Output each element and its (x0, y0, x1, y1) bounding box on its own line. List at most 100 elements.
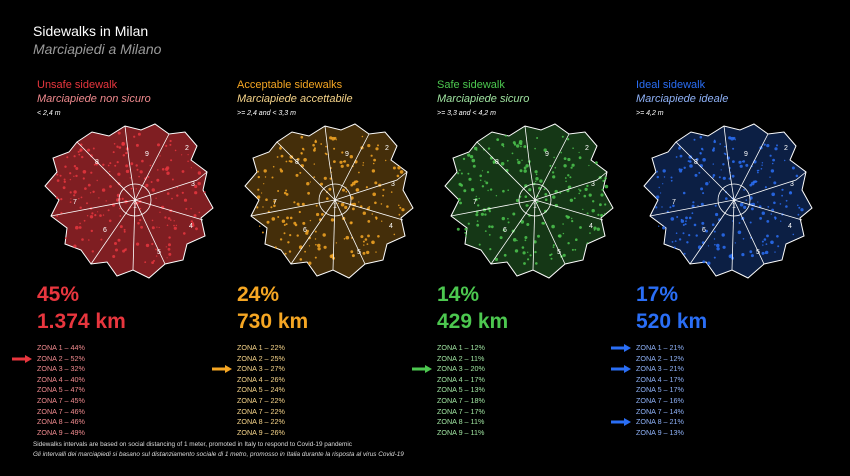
zone-boundary (290, 199, 336, 265)
zone-number-label: 2 (784, 145, 788, 152)
footer-note-it: Gli intervalli dei marciapiedi si basano… (33, 451, 404, 458)
zone-number-label: 4 (389, 223, 393, 230)
zone-number-label: 9 (345, 151, 349, 158)
zone-item: ZONA 7 – 22% (237, 395, 285, 405)
zone-boundary (733, 133, 769, 201)
zone-item: ZONA 4 – 40% (37, 374, 85, 384)
percentage-value: 14% (437, 283, 480, 306)
highlight-arrow-icon (611, 418, 631, 427)
zone-item: ZONA 1 – 22% (237, 343, 285, 352)
zone-number-label: 1 (333, 203, 337, 210)
category-title: Safe sidewalk (437, 79, 505, 91)
zone-item: ZONA 9 – 26% (237, 427, 285, 437)
zone-item: ZONA 8 – 11% (437, 417, 485, 427)
zone-item: ZONA 3 – 20% (437, 364, 485, 374)
zone-item: ZONA 9 – 11% (437, 427, 485, 437)
zone-number-label: 9 (145, 151, 149, 158)
zone-number-label: 8 (95, 159, 99, 166)
highlight-arrow-icon (212, 365, 232, 374)
zone-boundary (534, 199, 566, 265)
zone-number-label: 1 (533, 203, 537, 210)
sidewalk-category-3: Safe sidewalk Marciapiede sicuro >= 3,3 an… (412, 78, 627, 438)
zone-number-label: 1 (133, 203, 137, 210)
zone-1-ring (118, 183, 152, 217)
zone-boundary (134, 133, 170, 201)
milan-zone-map: 1 2 3 4 5 6 7 8 9 (444, 123, 614, 279)
zone-percentage-list: ZONA 1 – 12% ZONA 2 – 11% ZONA 3 – 20% ZONA… (437, 343, 485, 438)
zone-number-label: 1 (732, 203, 736, 210)
zone-boundary (733, 199, 765, 265)
zone-item: ZONA 1 – 44% (37, 343, 85, 352)
zone-boundary (90, 199, 136, 265)
category-title: Ideal sidewalk (636, 79, 706, 91)
zone-boundary (476, 141, 536, 201)
zone-item: ZONA 7 – 14% (636, 406, 684, 416)
zone-item: ZONA 9 – 49% (37, 427, 85, 437)
category-subtitle: Marciapiede accettabile (237, 93, 353, 105)
highlight-arrow-icon (611, 344, 631, 352)
zone-item: ZONA 7 – 18% (437, 395, 485, 405)
zone-item: ZONA 8 – 46% (37, 417, 85, 427)
zone-number-label: 5 (357, 249, 361, 256)
zone-1-ring (717, 183, 751, 217)
zone-number-label: 5 (557, 249, 561, 256)
zone-item: ZONA 7 – 45% (37, 395, 85, 405)
length-km-value: 429 km (437, 310, 509, 333)
category-width-range: >= 3,3 and < 4,2 m (437, 110, 496, 117)
category-width-range: >= 2,4 and < 3,3 m (237, 110, 296, 117)
zone-boundary (324, 125, 336, 201)
milan-zone-map: 1 2 3 4 5 6 7 8 9 (643, 123, 813, 279)
zone-item: ZONA 9 – 13% (636, 427, 684, 437)
zone-number-label: 4 (589, 223, 593, 230)
zone-boundary (675, 141, 735, 201)
percentage-value: 17% (636, 283, 679, 306)
zone-boundary (733, 199, 803, 221)
zone-number-label: 2 (185, 145, 189, 152)
zone-item: ZONA 7 – 22% (237, 406, 285, 416)
zone-boundary (490, 199, 536, 265)
zone-item: ZONA 5 – 24% (237, 385, 285, 395)
zone-boundary (134, 199, 166, 265)
zone-item: ZONA 8 – 22% (237, 417, 285, 427)
zone-boundary (334, 199, 404, 221)
zone-item: ZONA 7 – 46% (37, 406, 85, 416)
zone-boundary (534, 133, 570, 201)
zone-boundary (50, 199, 136, 217)
zone-number-label: 3 (391, 181, 395, 188)
zone-boundary (334, 171, 408, 201)
category-subtitle: Marciapiede ideale (636, 93, 729, 105)
zone-percentage-list: ZONA 1 – 44% ZONA 2 – 52% ZONA 3 – 32% ZONA… (37, 343, 85, 438)
zone-number-label: 9 (545, 151, 549, 158)
zone-item: ZONA 7 – 16% (636, 395, 684, 405)
category-width-range: >= 4,2 m (636, 110, 664, 117)
sidewalk-category-1: Unsafe sidewalk Marciapiede non sicuro < 2… (12, 78, 227, 438)
zone-item: ZONA 3 – 21% (636, 364, 684, 374)
zone-number-label: 3 (191, 181, 195, 188)
zone-number-label: 7 (672, 199, 676, 206)
zone-boundary (334, 199, 366, 265)
zone-boundary (132, 199, 136, 271)
zone-item: ZONA 8 – 21% (636, 417, 684, 427)
zone-percentage-list: ZONA 1 – 22% ZONA 2 – 25% ZONA 3 – 27% ZONA… (237, 343, 285, 438)
zone-boundary (332, 199, 336, 271)
zone-number-label: 8 (495, 159, 499, 166)
zone-item: ZONA 2 – 12% (636, 353, 684, 363)
zone-number-label: 5 (157, 249, 161, 256)
zone-boundary (534, 171, 608, 201)
zone-boundary (532, 199, 536, 271)
category-title: Acceptable sidewalks (237, 79, 343, 91)
zone-item: ZONA 5 – 17% (636, 385, 684, 395)
zone-item: ZONA 2 – 52% (37, 353, 85, 363)
zone-number-label: 7 (273, 199, 277, 206)
zone-number-label: 8 (694, 159, 698, 166)
zone-number-label: 6 (503, 227, 507, 234)
zone-item: ZONA 2 – 11% (437, 353, 485, 363)
zone-item: ZONA 5 – 13% (437, 385, 485, 395)
zone-boundary (334, 133, 370, 201)
zone-boundary (534, 199, 604, 221)
category-subtitle: Marciapiede sicuro (437, 93, 530, 105)
zone-item: ZONA 4 – 17% (636, 374, 684, 384)
footer-note-en: Sidewalks intervals are based on social … (33, 441, 352, 448)
zone-1-ring (318, 183, 352, 217)
zone-number-label: 5 (756, 249, 760, 256)
